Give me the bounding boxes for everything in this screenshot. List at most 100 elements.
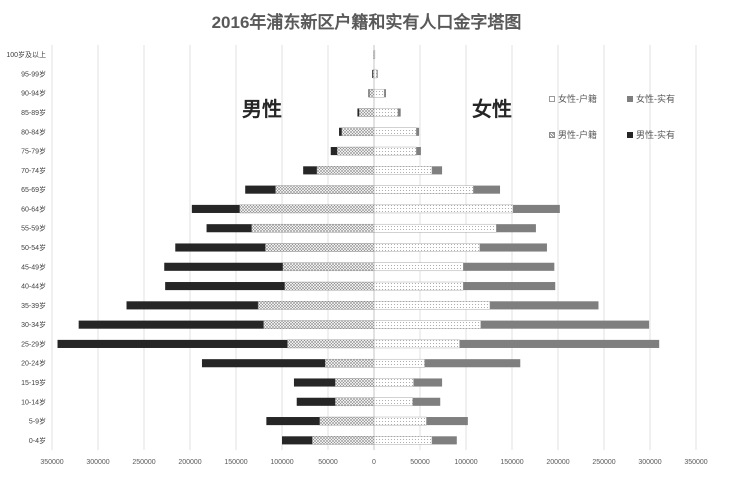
legend-swatch-male-registered <box>549 131 555 138</box>
age-group-label: 80-84岁 <box>21 127 46 136</box>
age-group-label: 75-79岁 <box>21 147 46 156</box>
legend-label-male-registered: 男性-户籍 <box>558 130 597 140</box>
x-tick-label: 250000 <box>132 459 155 466</box>
bar-female-registered <box>373 166 433 175</box>
bar-male-registered <box>284 281 375 291</box>
legend-swatch-female-registered <box>549 95 555 102</box>
bar-female-registered <box>373 127 417 137</box>
bar-male-registered <box>257 301 375 310</box>
age-group-label: 100岁及以上 <box>6 50 46 59</box>
bar-female-registered <box>373 436 433 445</box>
legend-item-female-registered: 女性-户籍 <box>549 92 597 105</box>
bar-female-registered <box>373 262 464 272</box>
age-group-label: 45-49岁 <box>21 262 46 271</box>
bar-female-actual <box>374 320 650 329</box>
x-tick-label: 150000 <box>224 459 247 466</box>
x-tick-label: 150000 <box>500 459 523 466</box>
age-group-label: 95-99岁 <box>21 69 46 78</box>
male-label: 男性 <box>242 99 282 121</box>
bar-male-actual <box>201 359 374 368</box>
x-tick-label: 300000 <box>638 459 661 466</box>
age-group-label: 25-29岁 <box>21 339 46 348</box>
bar-female-registered <box>373 204 514 214</box>
legend-item-male-actual: 男性-实有 <box>627 128 675 141</box>
bar-male-registered <box>263 320 375 329</box>
x-tick-label: 350000 <box>684 459 707 466</box>
legend-label-female-actual: 女性-实有 <box>636 94 675 104</box>
age-group-label: 0-4岁 <box>29 436 46 445</box>
bar-male-actual <box>57 339 375 348</box>
age-group-label: 65-69岁 <box>21 185 46 194</box>
bar-male-registered <box>287 339 375 349</box>
bar-male-registered <box>319 416 375 426</box>
bar-male-actual <box>293 378 374 387</box>
bar-male-registered <box>335 397 375 407</box>
x-tick-label: 50000 <box>410 459 430 466</box>
bar-female-registered <box>373 146 417 156</box>
bar-female-actual <box>374 282 556 291</box>
bar-female-registered <box>373 69 377 79</box>
x-tick-label: 350000 <box>40 459 63 466</box>
bar-male-registered <box>335 378 375 387</box>
age-group-label: 5-9岁 <box>29 417 46 426</box>
bar-female-registered <box>373 108 399 117</box>
bar-female-actual <box>374 339 660 348</box>
bar-male-registered <box>275 185 375 194</box>
age-group-label: 90-94岁 <box>21 89 46 98</box>
x-tick-label: 200000 <box>178 459 201 466</box>
female-label: 女性 <box>472 99 512 121</box>
legend-label-male-actual: 男性-实有 <box>636 130 675 140</box>
bar-female-registered <box>373 339 460 349</box>
bar-male-registered <box>316 166 375 175</box>
bar-female-registered <box>373 358 425 368</box>
bar-female-registered <box>373 243 481 252</box>
legend-item-female-actual: 女性-实有 <box>627 92 675 105</box>
bar-female-actual <box>374 359 521 368</box>
legend-label-female-registered: 女性-户籍 <box>558 94 597 104</box>
x-tick-label: 100000 <box>270 459 293 466</box>
age-group-label: 85-89岁 <box>21 108 46 117</box>
age-group-label: 55-59岁 <box>21 224 46 233</box>
bar-female-registered <box>373 88 385 98</box>
age-group-label: 30-34岁 <box>21 320 46 329</box>
age-group-label: 70-74岁 <box>21 166 46 175</box>
bar-female-registered <box>373 301 491 310</box>
legend-swatch-male-actual <box>627 131 633 138</box>
x-tick-label: 50000 <box>318 459 338 466</box>
bar-female-registered <box>373 378 414 387</box>
x-tick-label: 200000 <box>546 459 569 466</box>
bar-male-registered <box>239 204 375 214</box>
x-tick-label: 100000 <box>454 459 477 466</box>
bar-female-registered <box>373 223 497 233</box>
bar-male-registered <box>282 262 375 272</box>
bar-male-registered <box>369 88 375 98</box>
bar-male-registered <box>359 108 375 117</box>
age-group-label: 15-19岁 <box>21 378 46 387</box>
x-tick-label: 300000 <box>86 459 109 466</box>
bar-female-actual <box>374 262 555 271</box>
bar-male-registered <box>251 223 375 233</box>
bar-female-registered <box>373 320 481 329</box>
bar-male-actual <box>165 282 374 291</box>
bar-female-registered <box>373 281 464 291</box>
age-group-label: 40-44岁 <box>21 282 46 291</box>
age-group-label: 35-39岁 <box>21 301 46 310</box>
bar-female-registered <box>373 185 474 194</box>
bar-male-actual <box>78 320 375 329</box>
bar-male-actual <box>164 262 374 271</box>
x-tick-label: 250000 <box>592 459 615 466</box>
x-tick-label: 0 <box>372 459 376 466</box>
bar-male-registered <box>341 127 375 137</box>
age-group-label: 50-54岁 <box>21 243 46 252</box>
bar-male-registered <box>325 358 375 368</box>
bar-female-registered <box>373 397 413 407</box>
age-group-label: 10-14岁 <box>21 397 46 406</box>
legend-swatch-female-actual <box>627 95 633 102</box>
bar-male-registered <box>372 69 375 79</box>
age-group-label: 60-64岁 <box>21 204 46 213</box>
legend-item-male-registered: 男性-户籍 <box>549 128 597 141</box>
bar-male-registered <box>265 243 375 252</box>
bar-male-registered <box>312 436 375 445</box>
bar-female-registered <box>373 416 427 426</box>
